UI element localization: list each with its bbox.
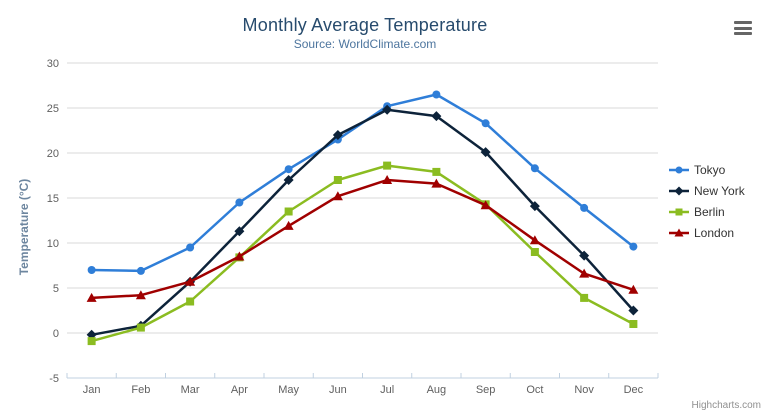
series-marker-circle[interactable] [530, 164, 539, 173]
hamburger-icon [734, 26, 752, 30]
y-tick-label: 30 [47, 58, 59, 70]
x-tick-label: Jan [83, 384, 101, 396]
export-menu-button[interactable] [734, 21, 752, 35]
series-marker-circle[interactable] [136, 266, 145, 275]
legend-label: London [694, 226, 735, 240]
series-marker-triangle[interactable] [431, 178, 442, 188]
series-marker-triangle[interactable] [579, 268, 590, 278]
x-tick-label: Mar [181, 384, 200, 396]
chart-subtitle: Source: WorldClimate.com [293, 37, 437, 51]
legend-item-berlin[interactable]: Berlin [669, 205, 745, 219]
x-tick-label: Feb [131, 384, 150, 396]
series-marker-diamond[interactable] [234, 226, 245, 237]
x-tick-label: Nov [574, 384, 594, 396]
legend-marker-icon [669, 208, 689, 216]
y-tick-label: 0 [53, 328, 59, 340]
series-marker-diamond[interactable] [382, 104, 393, 115]
hamburger-icon [734, 32, 752, 35]
legend-item-new-york[interactable]: New York [669, 184, 745, 198]
series-line-tokyo[interactable] [90, 93, 635, 273]
series-marker-triangle[interactable] [332, 191, 343, 201]
legend-marker-icon [669, 166, 689, 174]
series-marker-triangle[interactable] [283, 220, 294, 230]
series-marker-square[interactable] [383, 161, 392, 170]
series-marker-square[interactable] [284, 207, 293, 216]
series-marker-diamond[interactable] [480, 147, 491, 158]
series-marker-diamond[interactable] [332, 130, 343, 140]
series-line-london[interactable] [90, 178, 635, 300]
series-marker-circle[interactable] [432, 90, 441, 99]
series-marker-diamond[interactable] [628, 305, 639, 316]
series-marker-diamond[interactable] [674, 186, 684, 196]
series-marker-triangle[interactable] [234, 251, 245, 261]
series-marker-circle[interactable] [186, 243, 195, 252]
series-marker-circle[interactable] [481, 119, 490, 128]
series-marker-square[interactable] [432, 167, 441, 176]
series-line-berlin[interactable] [90, 164, 635, 343]
y-tick-label: 20 [47, 148, 59, 160]
y-tick-label: 5 [53, 283, 59, 295]
series-marker-diamond[interactable] [431, 111, 442, 122]
x-tick-label: Jun [329, 384, 347, 396]
y-tick-label: -5 [49, 373, 59, 385]
series-marker-circle[interactable] [87, 266, 96, 274]
series-marker-diamond[interactable] [283, 175, 294, 185]
legend-marker-icon [669, 228, 689, 237]
legend-marker-icon [669, 186, 689, 196]
series-marker-square[interactable] [87, 337, 96, 346]
y-tick-label: 15 [47, 193, 59, 205]
series-marker-triangle[interactable] [529, 235, 540, 245]
series-marker-circle[interactable] [675, 166, 683, 174]
series-marker-circle[interactable] [580, 203, 589, 212]
x-tick-label: Oct [526, 384, 543, 396]
series-marker-circle[interactable] [284, 165, 293, 174]
x-tick-label: Sep [476, 384, 496, 396]
legend-item-tokyo[interactable]: Tokyo [669, 163, 745, 177]
y-tick-label: 10 [47, 238, 59, 250]
series-marker-triangle[interactable] [480, 200, 491, 210]
x-tick-label: Jul [380, 384, 394, 396]
x-tick-label: May [278, 384, 299, 396]
series-marker-triangle[interactable] [674, 228, 684, 237]
legend-item-london[interactable]: London [669, 226, 745, 240]
series-marker-square[interactable] [186, 297, 195, 306]
y-tick-label: 25 [47, 103, 59, 115]
chart-title: Monthly Average Temperature [242, 15, 488, 35]
series-marker-circle[interactable] [235, 198, 244, 207]
legend-label: Berlin [694, 205, 725, 219]
x-tick-label: Dec [624, 384, 644, 396]
series-marker-diamond[interactable] [529, 201, 540, 212]
series-marker-triangle[interactable] [135, 290, 146, 300]
y-axis-title: Temperature (°C) [17, 178, 31, 276]
series-marker-triangle[interactable] [86, 292, 97, 302]
series-marker-square[interactable] [580, 293, 589, 302]
series-marker-circle[interactable] [629, 242, 638, 251]
series-marker-triangle[interactable] [628, 284, 639, 294]
series-marker-square[interactable] [675, 208, 683, 216]
legend-label: New York [694, 184, 745, 198]
x-tick-label: Apr [231, 384, 248, 396]
x-tick-label: Aug [427, 384, 447, 396]
series-marker-square[interactable] [530, 248, 539, 256]
hamburger-icon [734, 21, 752, 24]
series-line-new-york[interactable] [90, 108, 635, 337]
series-marker-square[interactable] [333, 176, 342, 184]
highcharts-credits-link[interactable]: Highcharts.com [691, 400, 761, 411]
series-marker-triangle[interactable] [382, 175, 393, 184]
series-marker-square[interactable] [136, 323, 145, 332]
series-marker-diamond[interactable] [579, 250, 590, 261]
legend-label: Tokyo [694, 163, 726, 177]
series-marker-triangle[interactable] [185, 276, 196, 286]
legend: Tokyo New York Berlin London [669, 163, 745, 240]
series-marker-square[interactable] [629, 320, 638, 328]
